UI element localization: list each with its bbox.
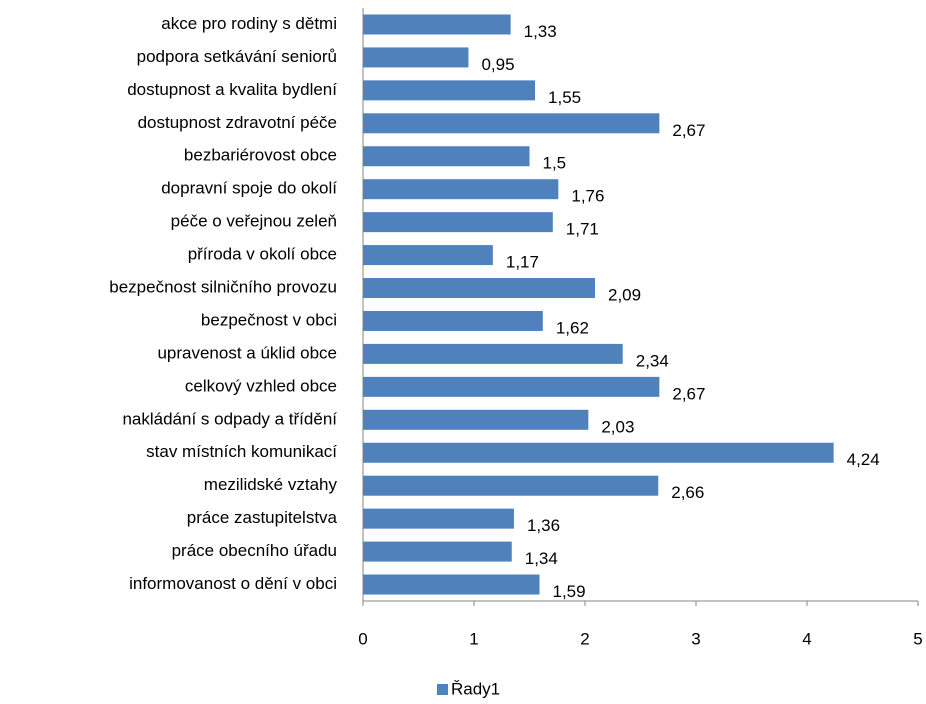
y-tick-label: práce zastupitelstva	[187, 508, 338, 527]
y-tick-label: upravenost a úklid obce	[157, 343, 337, 362]
bar	[363, 376, 660, 397]
y-tick-label: bezpečnost v obci	[201, 310, 337, 329]
value-label: 1,55	[548, 88, 581, 107]
bar	[363, 541, 512, 562]
value-label: 1,76	[571, 187, 604, 206]
bar	[363, 212, 553, 233]
value-label: 2,09	[608, 286, 641, 305]
y-tick-label: bezpečnost silničního provozu	[109, 278, 337, 297]
bar	[363, 47, 469, 68]
legend-label: Řady1	[451, 679, 500, 698]
value-label: 1,59	[552, 582, 585, 601]
y-tick-label: péče o veřejnou zeleň	[171, 212, 337, 231]
value-label: 1,34	[525, 549, 558, 568]
y-tick-label: práce obecního úřadu	[172, 541, 337, 560]
value-label: 1,71	[566, 220, 599, 239]
x-tick-label: 4	[802, 629, 811, 648]
y-tick-label: dostupnost a kvalita bydlení	[127, 80, 337, 99]
value-label: 2,67	[672, 384, 705, 403]
y-tick-label: informovanost o dění v obci	[129, 574, 337, 593]
bar	[363, 179, 559, 200]
value-label: 1,62	[556, 318, 589, 337]
value-label: 1,33	[524, 22, 557, 41]
bar	[363, 475, 659, 496]
bar	[363, 574, 540, 595]
legend-swatch	[437, 684, 448, 695]
y-tick-label: celkový vzhled obce	[185, 376, 337, 395]
x-tick-label: 5	[913, 629, 922, 648]
bar	[363, 113, 660, 134]
y-tick-label: mezilidské vztahy	[204, 475, 338, 494]
y-tick-label: stav místních komunikací	[146, 442, 337, 461]
x-tick-label: 1	[469, 629, 478, 648]
value-label: 2,66	[671, 483, 704, 502]
value-label: 2,34	[636, 351, 669, 370]
bar	[363, 245, 493, 266]
bar	[363, 508, 514, 529]
y-tick-label: dopravní spoje do okolí	[161, 179, 337, 198]
bar	[363, 442, 834, 463]
value-label: 1,36	[527, 516, 560, 535]
value-label: 0,95	[481, 55, 514, 74]
bar	[363, 343, 623, 364]
value-label: 2,03	[601, 417, 634, 436]
y-tick-label: příroda v okolí obce	[188, 245, 337, 264]
x-tick-label: 2	[580, 629, 589, 648]
value-label: 4,24	[847, 450, 880, 469]
y-tick-label: akce pro rodiny s dětmi	[161, 14, 337, 33]
value-label: 1,17	[506, 253, 539, 272]
bar	[363, 80, 536, 101]
x-tick-label: 3	[691, 629, 700, 648]
x-tick-label: 0	[358, 629, 367, 648]
value-label: 1,5	[543, 154, 567, 173]
bar	[363, 409, 589, 430]
y-tick-label: podpora setkávání seniorů	[137, 47, 337, 66]
y-tick-label: dostupnost zdravotní péče	[138, 113, 337, 132]
bar	[363, 310, 543, 331]
bar	[363, 14, 511, 35]
y-tick-label: nakládání s odpady a třídění	[122, 409, 337, 428]
y-tick-label: bezbariérovost obce	[184, 146, 337, 165]
value-label: 2,67	[672, 121, 705, 140]
bar	[363, 278, 595, 299]
bar	[363, 146, 530, 167]
